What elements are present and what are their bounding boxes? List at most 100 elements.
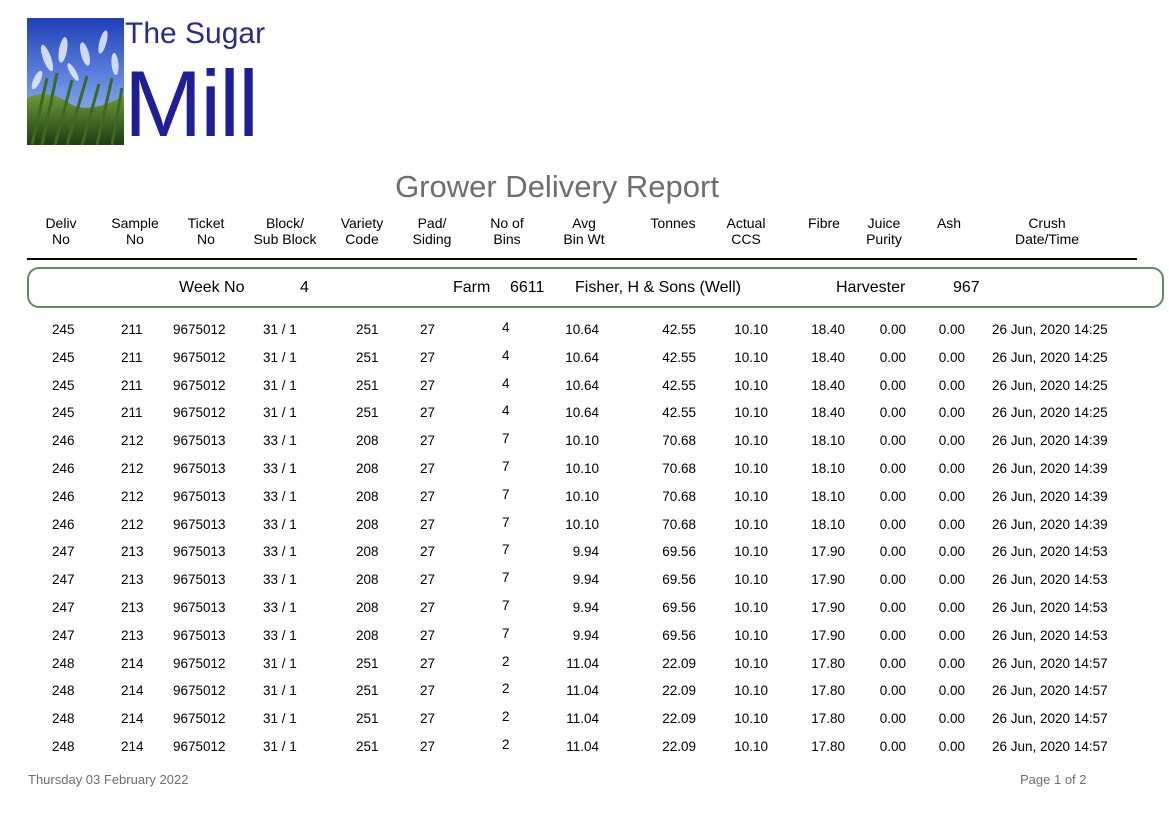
- cell-actual-ccs: 10.10: [734, 488, 768, 504]
- cell-ash: 0.00: [938, 599, 965, 615]
- header-divider: [27, 258, 1137, 260]
- cell-block: 33 / 1: [263, 488, 297, 504]
- cell-ticket-no: 9675012: [173, 738, 226, 754]
- cell-ticket-no: 9675012: [173, 683, 226, 699]
- farm-value: 6611: [510, 279, 545, 296]
- col-header-actual-ccs: Actual CCS: [726, 215, 766, 247]
- cell-ticket-no: 9675012: [173, 349, 226, 365]
- cell-sample-no: 212: [121, 433, 144, 449]
- cell-sample-no: 214: [121, 738, 144, 754]
- cell-fibre: 18.40: [811, 405, 845, 421]
- cell-crush-datetime: 26 Jun, 2020 14:25: [992, 405, 1108, 421]
- logo-image: [27, 18, 124, 145]
- cell-ash: 0.00: [938, 627, 965, 643]
- cell-actual-ccs: 10.10: [734, 322, 768, 337]
- cell-variety-code: 251: [356, 711, 379, 727]
- cell-pad-siding: 27: [420, 572, 436, 588]
- table-row: 247 213 9675013 33 / 1 208 27 7 9.94 69.56 10.10 1…: [0, 622, 1169, 650]
- cell-juice-purity: 0.00: [879, 572, 906, 588]
- cell-deliv-no: 248: [52, 711, 75, 727]
- cell-no-of-bins: 2: [502, 709, 510, 725]
- cell-no-of-bins: 2: [502, 681, 510, 697]
- cell-crush-datetime: 26 Jun, 2020 14:57: [992, 655, 1108, 671]
- cell-fibre: 18.40: [811, 322, 845, 337]
- col-header-avg-bin-wt: Avg Bin Wt: [563, 215, 605, 247]
- cell-fibre: 18.10: [811, 433, 845, 449]
- cell-crush-datetime: 26 Jun, 2020 14:39: [992, 516, 1108, 532]
- cell-block: 31 / 1: [263, 377, 297, 393]
- cell-no-of-bins: 2: [502, 736, 510, 752]
- cell-pad-siding: 27: [420, 488, 436, 504]
- cell-fibre: 18.10: [811, 516, 845, 532]
- cell-variety-code: 208: [356, 627, 379, 643]
- table-row: 245 211 9675012 31 / 1 251 27 4 10.64 42.55 10.10…: [0, 344, 1169, 372]
- cell-tonnes: 42.55: [662, 349, 696, 365]
- cell-avg-bin-wt: 10.10: [565, 516, 599, 532]
- cell-block: 33 / 1: [263, 544, 297, 560]
- cell-avg-bin-wt: 10.64: [565, 349, 599, 365]
- cell-no-of-bins: 4: [502, 375, 510, 391]
- cell-juice-purity: 0.00: [879, 544, 906, 560]
- table-row: 245 211 9675012 31 / 1 251 27 4 10.64 42.55 10.10…: [0, 316, 1169, 344]
- cell-deliv-no: 248: [52, 738, 75, 754]
- cell-fibre: 17.80: [811, 655, 845, 671]
- cell-juice-purity: 0.00: [879, 516, 906, 532]
- cell-crush-datetime: 26 Jun, 2020 14:25: [992, 322, 1108, 337]
- cell-deliv-no: 246: [52, 516, 75, 532]
- cell-block: 33 / 1: [263, 516, 297, 532]
- col-header-sample-no: Sample No: [111, 215, 159, 247]
- cell-juice-purity: 0.00: [879, 405, 906, 421]
- cell-sample-no: 213: [121, 544, 144, 560]
- cell-variety-code: 251: [356, 738, 379, 754]
- cell-block: 31 / 1: [263, 655, 297, 671]
- cell-juice-purity: 0.00: [879, 711, 906, 727]
- cell-fibre: 18.10: [811, 460, 845, 476]
- cell-no-of-bins: 2: [502, 653, 510, 669]
- cell-pad-siding: 27: [420, 711, 436, 727]
- cell-tonnes: 42.55: [662, 377, 696, 393]
- cell-tonnes: 70.68: [662, 516, 696, 532]
- col-header-fibre: Fibre: [808, 215, 840, 231]
- cell-sample-no: 211: [121, 349, 143, 365]
- week-value: 4: [300, 279, 309, 296]
- cell-pad-siding: 27: [420, 544, 436, 560]
- cell-fibre: 17.90: [811, 544, 845, 560]
- cell-fibre: 17.80: [811, 683, 845, 699]
- col-header-no-of-bins: No of Bins: [490, 215, 524, 247]
- cell-no-of-bins: 7: [502, 570, 510, 586]
- cell-actual-ccs: 10.10: [734, 655, 768, 671]
- cell-ticket-no: 9675013: [173, 544, 226, 560]
- cell-actual-ccs: 10.10: [734, 405, 768, 421]
- cell-avg-bin-wt: 10.10: [565, 488, 599, 504]
- cell-block: 33 / 1: [263, 460, 297, 476]
- table-row: 248 214 9675012 31 / 1 251 27 2 11.04 22.09 10.10…: [0, 733, 1169, 761]
- cell-pad-siding: 27: [420, 738, 436, 754]
- cell-tonnes: 70.68: [662, 433, 696, 449]
- cell-ash: 0.00: [938, 405, 965, 421]
- cell-juice-purity: 0.00: [879, 349, 906, 365]
- cell-tonnes: 42.55: [662, 322, 696, 337]
- cell-no-of-bins: 7: [502, 431, 510, 447]
- delivery-table-body: 245 211 9675012 31 / 1 251 27 4 10.64 42.55 10.10…: [0, 316, 1169, 761]
- cell-actual-ccs: 10.10: [734, 711, 768, 727]
- cell-sample-no: 211: [121, 322, 143, 337]
- cell-pad-siding: 27: [420, 516, 436, 532]
- cell-deliv-no: 246: [52, 488, 75, 504]
- cell-variety-code: 251: [356, 377, 379, 393]
- col-header-juice-purity: Juice Purity: [866, 215, 902, 247]
- cell-deliv-no: 245: [52, 405, 75, 421]
- cell-pad-siding: 27: [420, 655, 436, 671]
- cell-sample-no: 214: [121, 711, 144, 727]
- cell-fibre: 17.80: [811, 711, 845, 727]
- cell-no-of-bins: 7: [502, 514, 510, 530]
- cell-fibre: 17.90: [811, 599, 845, 615]
- cell-actual-ccs: 10.10: [734, 683, 768, 699]
- cell-crush-datetime: 26 Jun, 2020 14:57: [992, 711, 1108, 727]
- cell-deliv-no: 247: [52, 544, 75, 560]
- cell-deliv-no: 247: [52, 599, 75, 615]
- cell-pad-siding: 27: [420, 405, 436, 421]
- cell-variety-code: 251: [356, 683, 379, 699]
- cell-crush-datetime: 26 Jun, 2020 14:25: [992, 377, 1108, 393]
- cell-fibre: 18.10: [811, 488, 845, 504]
- cell-fibre: 17.80: [811, 738, 845, 754]
